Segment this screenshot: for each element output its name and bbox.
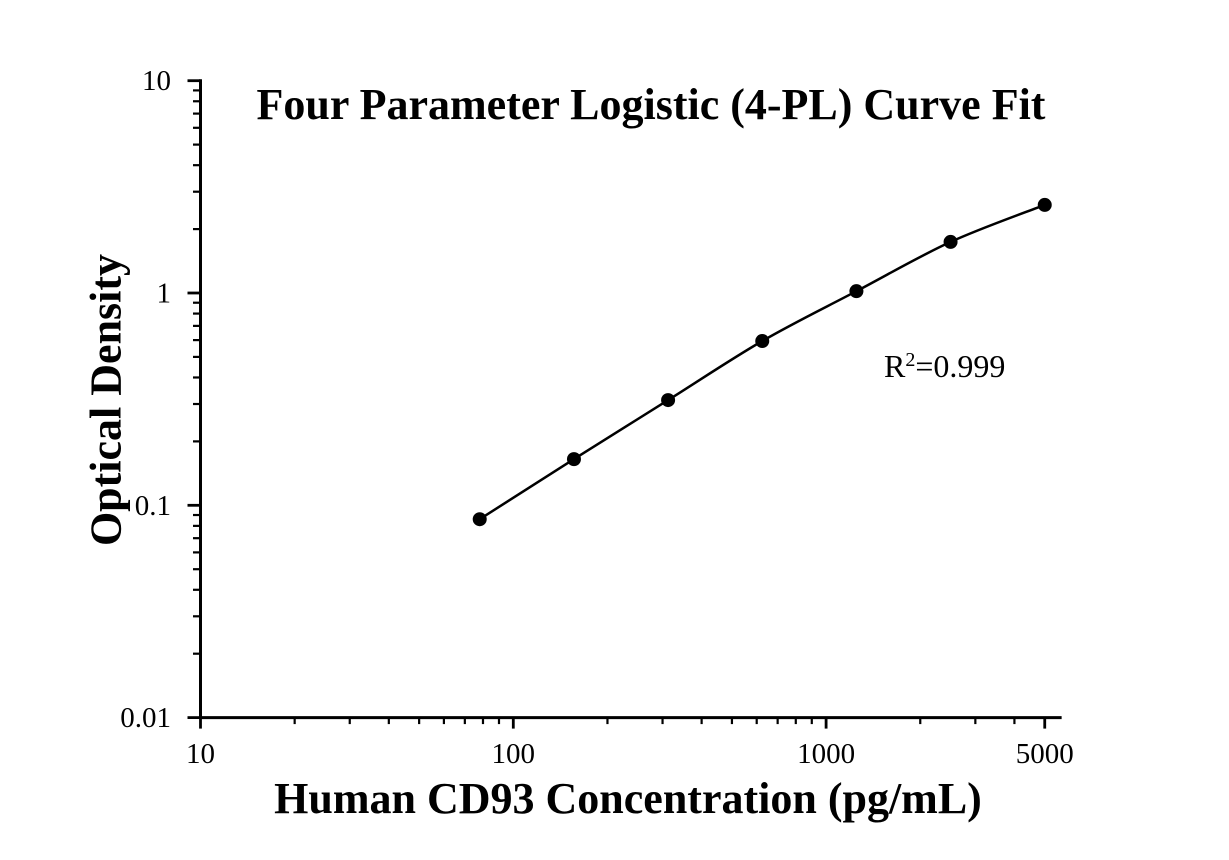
y-tick-label: 0.01 [120,702,171,734]
chart-title: Four Parameter Logistic (4-PL) Curve Fit [256,80,1046,129]
x-axis-label: Human CD93 Concentration (pg/mL) [274,774,982,823]
x-tick-label: 100 [492,738,536,770]
y-tick-label: 10 [142,65,171,97]
y-tick-label: 0.1 [135,490,171,522]
r-squared-exponent: 2 [905,349,916,371]
x-tick-label: 5000 [1016,738,1074,770]
data-point [566,452,581,467]
data-point [943,234,958,249]
r-squared-base: R [884,348,906,384]
r-squared-value: =0.999 [915,348,1006,384]
x-tick-label: 1000 [797,738,855,770]
data-point [472,512,487,527]
y-tick-label: 1 [157,278,172,310]
x-tick-label: 10 [186,738,215,770]
data-point [661,393,676,408]
data-point [1037,197,1052,212]
y-axis-label: Optical Density [81,253,131,547]
r-squared-annotation: R2=0.999 [884,348,1005,385]
data-point [849,284,864,299]
data-point [755,334,770,349]
